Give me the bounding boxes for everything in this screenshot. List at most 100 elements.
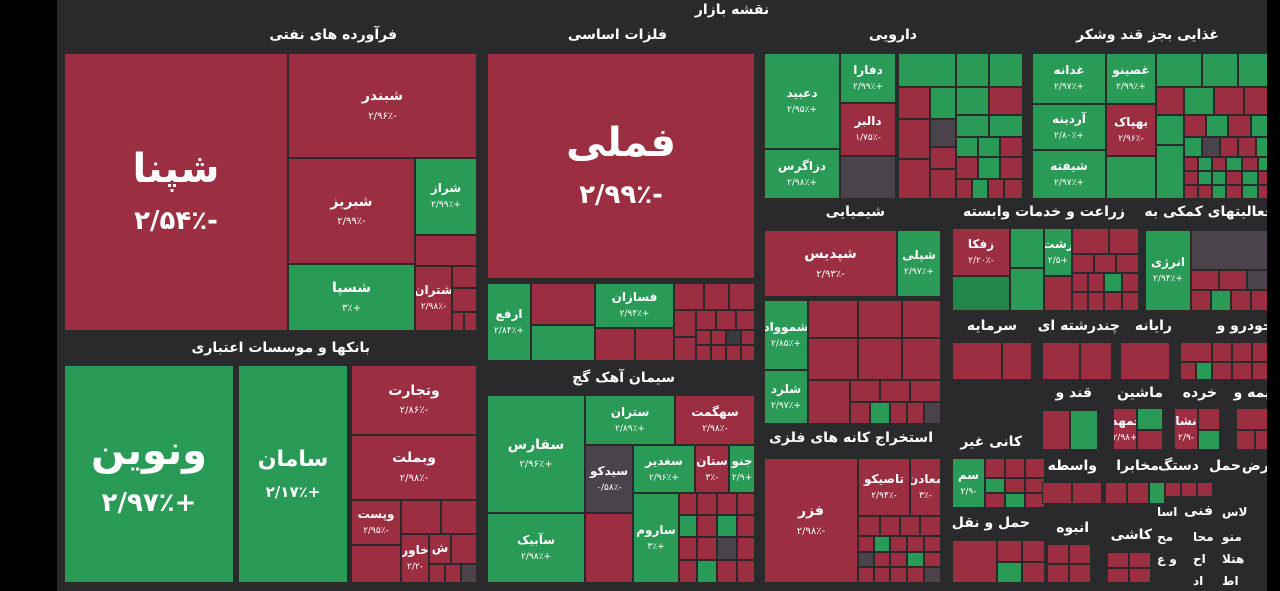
stock-tile[interactable]: [1214, 87, 1244, 115]
stock-tile[interactable]: [898, 119, 930, 159]
stock-tile[interactable]: [1042, 482, 1072, 504]
stock-tile[interactable]: [737, 515, 755, 537]
group-label-auto[interactable]: خودرو و: [1216, 318, 1273, 334]
stock-tile[interactable]: [1122, 292, 1139, 311]
stock-tile[interactable]: [898, 87, 930, 119]
group-label-metals[interactable]: فلزات اساسی: [567, 27, 667, 43]
stock-tile[interactable]: [808, 300, 858, 338]
group-label-mass[interactable]: انبوه: [1056, 520, 1089, 536]
stock-tile[interactable]: [858, 552, 874, 567]
stock-tile[interactable]: [956, 53, 989, 87]
group-label-agri[interactable]: زراعت و خدمات وابسته: [962, 204, 1125, 220]
stock-tile[interactable]: [736, 310, 755, 330]
stock-tile[interactable]: [1129, 568, 1151, 583]
stock-tile[interactable]: [697, 560, 717, 583]
stock-tile[interactable]: [858, 338, 902, 380]
stock-tile-ghordineh[interactable]: آردینه +۲/۸۰٪: [1032, 104, 1106, 150]
stock-tile[interactable]: [930, 169, 956, 199]
stock-tile[interactable]: [988, 179, 1004, 199]
stock-tile[interactable]: [1196, 362, 1212, 380]
stock-tile[interactable]: [1202, 137, 1220, 157]
stock-tile[interactable]: [1180, 362, 1196, 380]
stock-tile[interactable]: [351, 545, 401, 583]
stock-tile-safars[interactable]: سفارس +۲/۹۶٪: [487, 395, 585, 513]
stock-tile-sheteran[interactable]: شتران -۲/۹۸٪: [415, 266, 452, 331]
group-label-sugar[interactable]: قند و: [1055, 385, 1092, 401]
stock-tile-fesazan[interactable]: فسازان +۲/۹۴٪: [595, 283, 674, 328]
stock-tile-shebandar[interactable]: شبندر -۲/۹۶٪: [288, 53, 477, 158]
stock-tile-sidko[interactable]: سیدکو -۰/۵۸٪: [585, 445, 633, 513]
stock-tile[interactable]: [1198, 185, 1212, 199]
stock-tile-sahgmat[interactable]: سهگمت -۲/۹۸٪: [675, 395, 755, 445]
stock-tile[interactable]: [1120, 342, 1170, 380]
stock-tile[interactable]: [1094, 254, 1116, 273]
stock-tile[interactable]: [451, 534, 477, 564]
stock-tile[interactable]: [956, 87, 989, 115]
stock-tile[interactable]: [1129, 552, 1151, 568]
stock-tile[interactable]: [989, 115, 1023, 137]
stock-tile[interactable]: [674, 337, 696, 361]
fragment-label[interactable]: و ع: [1157, 552, 1177, 566]
stock-tile-dalber[interactable]: دالبر -۱/۷۵٪: [840, 103, 896, 156]
stock-tile-arfa[interactable]: ارفع +۲/۸۴٪: [487, 283, 531, 361]
stock-tile[interactable]: [1137, 430, 1163, 450]
group-label-tech[interactable]: فنی: [1183, 503, 1213, 519]
fragment-label[interactable]: لاس: [1222, 505, 1248, 519]
scrollbar[interactable]: [1267, 0, 1280, 591]
stock-tile[interactable]: [858, 567, 874, 583]
stock-tile[interactable]: [840, 156, 896, 199]
stock-tile[interactable]: [902, 300, 941, 338]
stock-tile[interactable]: [985, 493, 1005, 508]
stock-tile[interactable]: [716, 310, 736, 330]
stock-tile[interactable]: [679, 515, 697, 537]
stock-tile-shepna[interactable]: شپنا -۲/۵۴٪: [64, 53, 288, 331]
stock-tile[interactable]: [726, 330, 741, 345]
stock-tile[interactable]: [711, 330, 726, 345]
stock-tile[interactable]: [1072, 273, 1088, 292]
stock-tile[interactable]: [1184, 157, 1198, 171]
stock-tile[interactable]: [1116, 254, 1139, 273]
fragment-label[interactable]: اد: [1193, 574, 1204, 588]
stock-tile[interactable]: [890, 536, 907, 552]
stock-tile[interactable]: [1156, 115, 1184, 145]
stock-tile[interactable]: [1198, 408, 1220, 430]
fragment-label[interactable]: اط: [1222, 574, 1239, 588]
stock-tile[interactable]: [445, 564, 461, 583]
stock-tile[interactable]: [461, 564, 477, 583]
stock-tile[interactable]: [1047, 544, 1069, 564]
stock-tile[interactable]: [956, 137, 978, 157]
stock-tile[interactable]: [1025, 458, 1045, 478]
stock-tile[interactable]: [989, 53, 1023, 87]
stock-tile[interactable]: [989, 87, 1023, 115]
group-label-mining[interactable]: استخراج کانه های فلزی: [769, 430, 933, 446]
stock-tile-vtejarat[interactable]: وتجارت -۲/۸۶٪: [351, 365, 477, 435]
group-label-insur[interactable]: بیمه و: [1233, 385, 1276, 401]
stock-tile-ghadaneh[interactable]: غدانه +۲/۹۷٪: [1032, 53, 1106, 104]
stock-tile[interactable]: [1231, 290, 1251, 311]
group-label-support[interactable]: فعالیتهای کمکی به: [1144, 204, 1274, 220]
stock-tile[interactable]: [1226, 185, 1242, 199]
stock-tile[interactable]: [1072, 228, 1109, 254]
stock-tile[interactable]: [808, 380, 850, 424]
stock-tile[interactable]: [1137, 408, 1163, 430]
stock-tile[interactable]: [674, 310, 696, 337]
stock-tile[interactable]: [595, 328, 635, 361]
stock-tile[interactable]: [907, 567, 924, 583]
stock-tile-shepli[interactable]: شپلی +۲/۹۷٪: [897, 230, 941, 297]
stock-tile[interactable]: [956, 115, 989, 137]
stock-tile[interactable]: [808, 338, 858, 380]
stock-tile[interactable]: [1242, 185, 1258, 199]
stock-tile[interactable]: [1149, 482, 1165, 504]
stock-tile-fazar[interactable]: فزر -۲/۹۸٪: [764, 458, 858, 583]
group-label-broker[interactable]: واسطه: [1047, 458, 1097, 474]
stock-tile[interactable]: [741, 345, 755, 361]
stock-tile[interactable]: [907, 402, 924, 424]
stock-tile[interactable]: [890, 567, 907, 583]
stock-tile[interactable]: [1180, 342, 1212, 362]
stock-tile[interactable]: [696, 310, 716, 330]
stock-tile[interactable]: [1220, 137, 1238, 157]
stock-tile[interactable]: [952, 540, 997, 583]
group-label-telecom[interactable]: مخابرا: [1116, 458, 1159, 474]
stock-tile[interactable]: [1069, 544, 1091, 564]
stock-tile[interactable]: [415, 235, 477, 266]
